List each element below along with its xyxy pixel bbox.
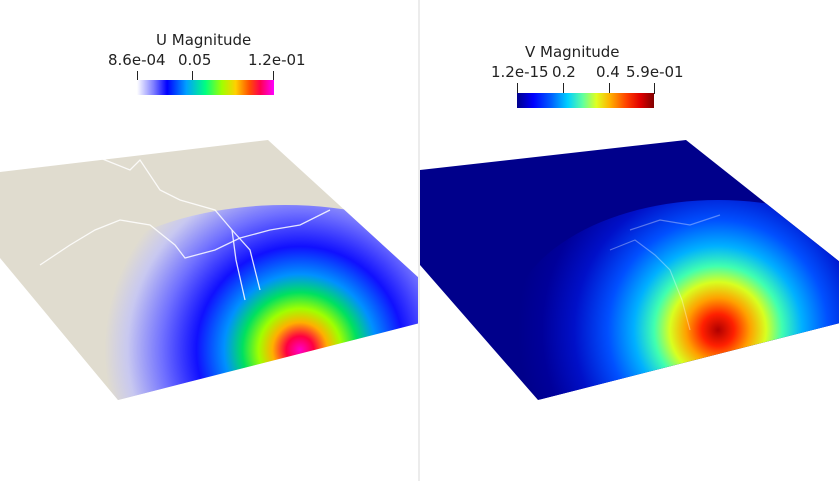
u-colorbar-mid-tick: [192, 71, 193, 82]
v-colorbar: [517, 93, 654, 108]
v-magnitude-surface-plot: [420, 140, 839, 400]
v-colorbar-min-label: 1.2e-15: [491, 63, 549, 81]
mesh-partition-lines: [39, 157, 331, 301]
v-colorbar-tick1-label: 0.2: [552, 63, 576, 81]
u-colorbar-max-tick: [273, 71, 274, 82]
v-colorbar-tick2-tick: [609, 83, 610, 94]
u-colorbar-title: U Magnitude: [156, 31, 252, 49]
v-colorbar-max-label: 5.9e-01: [626, 63, 684, 81]
v-colorbar-max-tick: [654, 83, 655, 94]
v-colorbar-title: V Magnitude: [525, 43, 620, 61]
u-colorbar-mid-label: 0.05: [178, 51, 212, 69]
u-colorbar-min-label: 8.6e-04: [108, 51, 166, 69]
mesh-partition-lines: [609, 214, 721, 331]
right-render-view[interactable]: V Magnitude 1.2e-15 0.2 0.4 5.9e-01: [420, 0, 839, 481]
u-colorbar-max-label: 1.2e-01: [248, 51, 306, 69]
view-divider[interactable]: [418, 0, 420, 481]
v-colorbar-tick1-tick: [563, 83, 564, 94]
u-colorbar: [137, 80, 274, 95]
u-colorbar-min-tick: [137, 71, 138, 82]
v-colorbar-tick2-label: 0.4: [596, 63, 620, 81]
v-colorbar-min-tick: [517, 83, 518, 94]
left-render-view[interactable]: U Magnitude 8.6e-04 0.05 1.2e-01: [0, 0, 418, 481]
u-magnitude-surface-plot: [0, 140, 418, 400]
